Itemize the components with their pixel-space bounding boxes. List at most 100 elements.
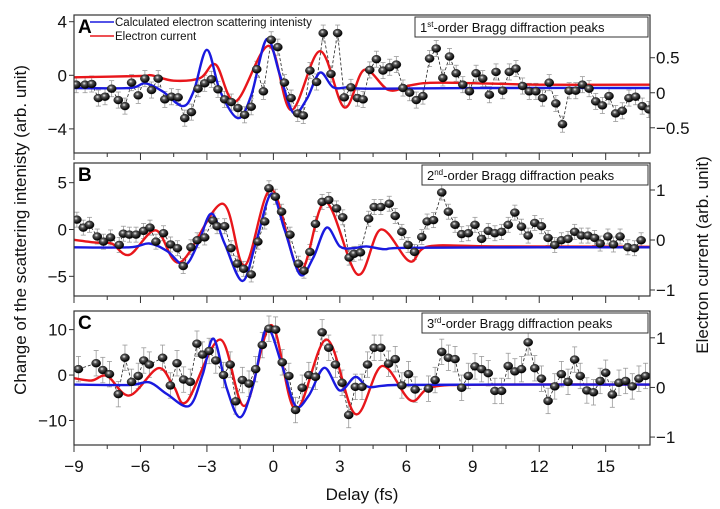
measured-data-point (516, 364, 527, 374)
x-axis-title: Delay (fs) (326, 485, 399, 504)
measured-data-point (270, 325, 281, 334)
measured-data-point (157, 353, 168, 362)
measured-data-point (536, 222, 547, 231)
measured-data-point (259, 217, 270, 226)
measured-data-point (551, 99, 561, 108)
x-tick-label: 12 (530, 457, 549, 476)
measured-data-point (450, 354, 460, 364)
measured-data-point (337, 378, 347, 387)
measured-data-point (363, 214, 374, 223)
measured-data-point (436, 347, 447, 357)
legend-label: Calculated electron scattering intenisty (115, 17, 312, 29)
x-tick-label: 6 (402, 457, 411, 476)
measured-data-point (463, 371, 474, 381)
measured-data-point (140, 74, 150, 83)
measured-data-point (563, 234, 573, 244)
legend-item: Calculated electron scattering intenisty (90, 17, 312, 29)
measured-data-point (114, 240, 124, 250)
measured-data-point (590, 97, 601, 106)
measured-data-point (358, 95, 368, 104)
measured-data-point (305, 247, 315, 257)
measured-data-point (192, 339, 202, 348)
measured-data-point (411, 95, 422, 105)
measured-data-point (126, 377, 137, 387)
measured-data-point (86, 79, 97, 89)
measured-data-point (226, 97, 237, 107)
measured-data-point (456, 383, 467, 392)
measured-data-point (510, 208, 520, 217)
measured-data-point (463, 229, 474, 238)
measured-data-point (310, 219, 321, 229)
panel-a: 4 0 −4 0.5 0 −0.5 A 1st-order Bragg diffraction… (48, 13, 690, 160)
measured-data-point (523, 338, 533, 347)
measured-data-point (476, 234, 487, 244)
measured-data-point (298, 111, 309, 120)
measured-data-point (133, 371, 144, 381)
measured-data-point (516, 222, 527, 231)
x-tick-label: −3 (197, 457, 216, 476)
measured-data-point (436, 188, 447, 197)
measured-data-point (84, 220, 95, 230)
measured-data-point (530, 364, 540, 373)
measured-data-point (584, 84, 594, 93)
measured-data-point (464, 87, 475, 96)
measured-data-point (343, 410, 354, 420)
measured-data-point (588, 388, 599, 397)
measured-data-point (218, 370, 229, 380)
measured-data-point (293, 259, 304, 268)
measured-data-point (390, 354, 401, 364)
measured-data-point (450, 220, 460, 230)
measured-data-point (577, 80, 588, 89)
legend-item: Electron current (90, 31, 197, 43)
measured-data-point (398, 83, 408, 93)
measured-data-point (410, 385, 420, 394)
measured-data-point (173, 93, 183, 102)
x-tick-label: 9 (468, 457, 477, 476)
measured-data-point (258, 87, 269, 96)
measured-data-point (384, 199, 395, 208)
panel-label-box: 1st-order Bragg diffraction peaks (414, 16, 649, 38)
measured-data-point (644, 105, 650, 114)
measured-data-point (603, 232, 613, 241)
measured-data-point (246, 102, 257, 111)
measured-data-point (277, 358, 288, 367)
measured-data-point (276, 207, 287, 216)
calculated-intensity-line (74, 192, 650, 283)
measured-data-point (595, 239, 605, 248)
measured-data-point (238, 264, 249, 274)
measured-data-point (186, 243, 196, 252)
measured-data-point (98, 237, 109, 246)
left-y-tick-label: 5 (58, 174, 67, 193)
measured-data-point (193, 84, 203, 93)
measured-data-point (305, 66, 315, 75)
label-superscript: rd (434, 316, 441, 325)
measured-data-point (457, 80, 468, 89)
measured-data-point (523, 231, 533, 240)
measured-data-point (451, 69, 461, 78)
label-rest: -order Bragg diffraction peaks (443, 168, 615, 183)
left-y-axis-title: Change of the scattering intenisty (arb.… (11, 65, 30, 395)
measured-data-point (397, 381, 407, 390)
left-y-tick-label: 0 (58, 66, 67, 85)
panel-label-text: 1st-order Bragg diffraction peaks (420, 20, 605, 35)
measured-data-point (630, 92, 641, 101)
measured-data-point (491, 67, 501, 77)
measured-data-point (383, 359, 394, 368)
measured-data-point (357, 382, 367, 392)
calculated-intensity-line (74, 327, 650, 419)
label-rest: -order Bragg diffraction peaks (433, 20, 605, 35)
plot-area (74, 315, 650, 429)
measured-data-point (424, 54, 435, 63)
measured-data-point (310, 372, 321, 382)
measured-data-point (477, 74, 488, 83)
x-tick-label: −9 (64, 457, 83, 476)
measured-data-point (297, 383, 307, 392)
measured-data-point (371, 55, 382, 64)
measured-data-point (330, 360, 341, 369)
measured-data-point (607, 390, 618, 399)
measured-data-point (537, 93, 548, 103)
measured-data-point (536, 374, 547, 383)
measured-data-point (597, 101, 608, 110)
left-y-tick-label: −4 (48, 120, 67, 139)
